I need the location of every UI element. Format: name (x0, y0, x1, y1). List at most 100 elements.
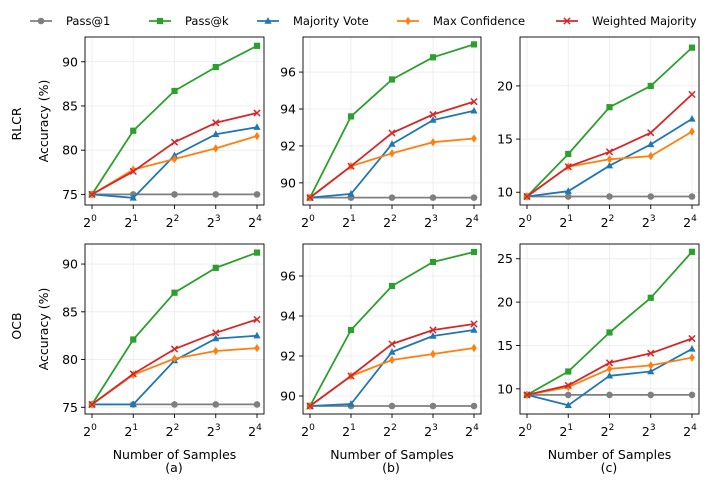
x-tick-label: 20 (83, 423, 97, 439)
data-point-weighted-majority-1 (347, 162, 355, 170)
y-tick-label: 15 (497, 338, 513, 353)
x-tick-label: 24 (465, 423, 479, 439)
data-point-majority-vote-3 (429, 332, 437, 339)
data-point-pass-1-2 (171, 401, 178, 408)
column-label-b: (b) (382, 460, 400, 475)
data-point-max-confidence-4 (471, 134, 477, 143)
data-point-majority-vote-4 (470, 326, 478, 333)
legend-marker-pass-1 (37, 17, 45, 25)
x-tick-exponent: 2 (609, 214, 615, 224)
data-point-weighted-majority-4 (253, 109, 261, 117)
data-point-max-confidence-3 (647, 361, 654, 370)
data-point-weighted-majority-2 (170, 138, 179, 146)
data-point-pass-1-3 (212, 191, 220, 198)
data-point-majority-vote-1 (347, 400, 355, 407)
data-point-weighted-majority-1 (129, 370, 137, 378)
legend-marker-majority-vote (264, 17, 272, 24)
x-tick-exponent: 0 (309, 423, 315, 433)
y-tick-label: 80 (62, 352, 78, 367)
y-tick-label: 85 (62, 304, 78, 319)
data-point-majority-vote-3 (647, 367, 655, 375)
data-point-max-confidence-4 (254, 131, 260, 141)
data-point-majority-vote-4 (253, 331, 261, 339)
legend-item-weighted-majority: Weighted Majority (556, 14, 697, 28)
data-point-majority-vote-4 (688, 114, 696, 122)
series-weighted-majority (88, 315, 261, 409)
data-point-pass-1-4 (688, 193, 696, 200)
x-tick-exponent: 0 (91, 214, 97, 224)
x-tick-exponent: 4 (691, 214, 697, 224)
data-point-pass-1-4 (470, 194, 478, 201)
data-point-weighted-majority-0 (88, 190, 96, 199)
data-point-weighted-majority-3 (647, 349, 655, 357)
x-tick-exponent: 0 (91, 423, 97, 433)
data-point-pass-k-3 (429, 54, 437, 61)
x-tick-label: 20 (518, 423, 532, 439)
data-point-weighted-majority-4 (470, 320, 478, 328)
data-point-weighted-majority-3 (647, 129, 655, 137)
data-point-weighted-majority-2 (605, 359, 614, 367)
data-point-majority-vote-1 (347, 190, 355, 197)
data-point-pass-1-3 (212, 401, 220, 408)
legend-label-max-confidence: Max Confidence (433, 14, 525, 28)
y-tick-label: 75 (62, 400, 78, 415)
data-point-pass-k-4 (253, 42, 261, 49)
data-point-majority-vote-3 (429, 116, 437, 123)
data-point-pass-1-4 (688, 391, 696, 399)
y-tick-label: 85 (62, 98, 78, 113)
x-tick-exponent: 2 (174, 214, 180, 224)
x-tick-label: 24 (683, 423, 697, 439)
data-point-pass-1-3 (647, 193, 655, 200)
data-point-pass-1-4 (253, 191, 261, 198)
x-tick-exponent: 2 (174, 423, 180, 433)
data-point-pass-1-3 (647, 391, 655, 399)
x-tick-label: 20 (83, 214, 97, 230)
x-tick-exponent: 2 (609, 423, 615, 433)
data-point-max-confidence-1 (565, 382, 572, 392)
data-point-pass-k-4 (688, 248, 696, 255)
x-tick-label: 23 (424, 214, 438, 230)
data-point-pass-1-3 (429, 194, 437, 201)
legend-label-pass-k: Pass@k (185, 14, 229, 28)
x-tick-label: 22 (383, 423, 397, 439)
x-tick-exponent: 2 (391, 214, 397, 224)
legend-label-majority-vote: Majority Vote (293, 14, 369, 28)
legend-item-majority-vote: Majority Vote (257, 14, 369, 28)
data-point-weighted-majority-1 (564, 163, 572, 171)
x-tick-exponent: 0 (526, 423, 532, 433)
y-tick-label: 20 (497, 78, 513, 93)
x-tick-label: 21 (124, 214, 138, 230)
data-point-majority-vote-1 (129, 400, 137, 408)
data-point-max-confidence-2 (171, 354, 178, 363)
y-tick-label: 75 (62, 187, 78, 202)
data-point-weighted-majority-4 (253, 315, 261, 324)
data-point-pass-k-2 (171, 289, 178, 296)
data-point-pass-k-4 (253, 249, 261, 256)
y-tick-label: 92 (280, 349, 296, 364)
data-point-weighted-majority-3 (429, 326, 437, 334)
data-point-majority-vote-4 (253, 123, 261, 130)
y-tick-label: 25 (497, 251, 513, 266)
x-tick-exponent: 3 (650, 214, 656, 224)
data-point-pass-k-2 (388, 282, 396, 290)
x-tick-exponent: 1 (350, 214, 356, 224)
data-point-pass-k-1 (130, 127, 137, 134)
data-point-pass-k-3 (212, 63, 219, 71)
legend-marker-pass-k (156, 17, 164, 25)
y-tick-label: 10 (497, 381, 513, 396)
x-tick-label: 20 (301, 423, 315, 439)
x-tick-label: 23 (207, 214, 221, 230)
data-point-pass-k-1 (565, 368, 572, 375)
data-point-max-confidence-3 (212, 144, 219, 153)
x-tick-exponent: 0 (309, 214, 315, 224)
data-point-pass-k-4 (470, 41, 478, 48)
x-tick-label: 21 (559, 423, 573, 439)
series-pass-1 (523, 391, 696, 399)
data-point-pass-1-2 (606, 193, 613, 200)
legend-marker-max-confidence (405, 16, 411, 26)
y-tick-label: 15 (497, 132, 513, 147)
data-point-max-confidence-2 (389, 149, 395, 158)
x-tick-label: 22 (383, 214, 397, 230)
